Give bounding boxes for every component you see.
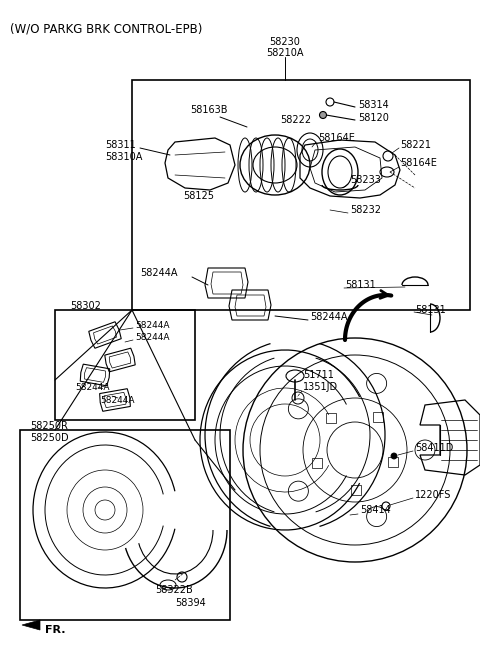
Text: 58125: 58125 <box>183 191 214 201</box>
Text: 58120: 58120 <box>358 113 389 123</box>
Text: 58233: 58233 <box>350 175 381 185</box>
Text: 58302: 58302 <box>70 301 101 311</box>
Text: 58131: 58131 <box>415 305 446 315</box>
Text: 58394: 58394 <box>175 598 206 608</box>
Circle shape <box>391 453 397 459</box>
Text: 58163B: 58163B <box>190 105 228 115</box>
Bar <box>388 457 398 467</box>
Text: 58210A: 58210A <box>266 48 304 58</box>
Text: 58244A: 58244A <box>135 321 169 329</box>
Text: 58164E: 58164E <box>400 158 437 168</box>
Text: 58222: 58222 <box>280 115 311 125</box>
Text: 58244A: 58244A <box>310 312 348 322</box>
Text: 58250R: 58250R <box>30 421 68 431</box>
Text: FR.: FR. <box>45 625 65 635</box>
Circle shape <box>320 112 326 118</box>
Text: 58250D: 58250D <box>30 433 69 443</box>
Text: 58411D: 58411D <box>415 443 454 453</box>
Text: 1220FS: 1220FS <box>415 490 451 500</box>
Bar <box>132 80 470 310</box>
Text: 58244A: 58244A <box>140 268 178 278</box>
Text: 58244A: 58244A <box>75 382 109 392</box>
Bar <box>20 430 230 620</box>
Text: 58322B: 58322B <box>155 585 193 595</box>
Text: 58244A: 58244A <box>135 332 169 342</box>
Bar <box>373 412 383 422</box>
Text: 58314: 58314 <box>358 100 389 110</box>
Text: 58310A: 58310A <box>105 152 143 162</box>
Text: 58232: 58232 <box>350 205 381 215</box>
Text: 51711: 51711 <box>303 370 334 380</box>
Text: 58221: 58221 <box>400 140 431 150</box>
Bar <box>326 413 336 423</box>
Text: 58244A: 58244A <box>100 396 134 404</box>
Bar <box>55 310 195 420</box>
Text: 58164E: 58164E <box>318 133 355 143</box>
Text: (W/O PARKG BRK CONTROL-EPB): (W/O PARKG BRK CONTROL-EPB) <box>10 22 203 35</box>
Polygon shape <box>22 620 40 630</box>
Text: 58311: 58311 <box>105 140 136 150</box>
Text: 1351JD: 1351JD <box>303 382 338 392</box>
Text: 58230: 58230 <box>270 37 300 47</box>
Text: 58414: 58414 <box>360 505 391 515</box>
Text: 58131: 58131 <box>345 280 376 290</box>
Bar <box>350 485 360 495</box>
Bar <box>312 458 322 468</box>
